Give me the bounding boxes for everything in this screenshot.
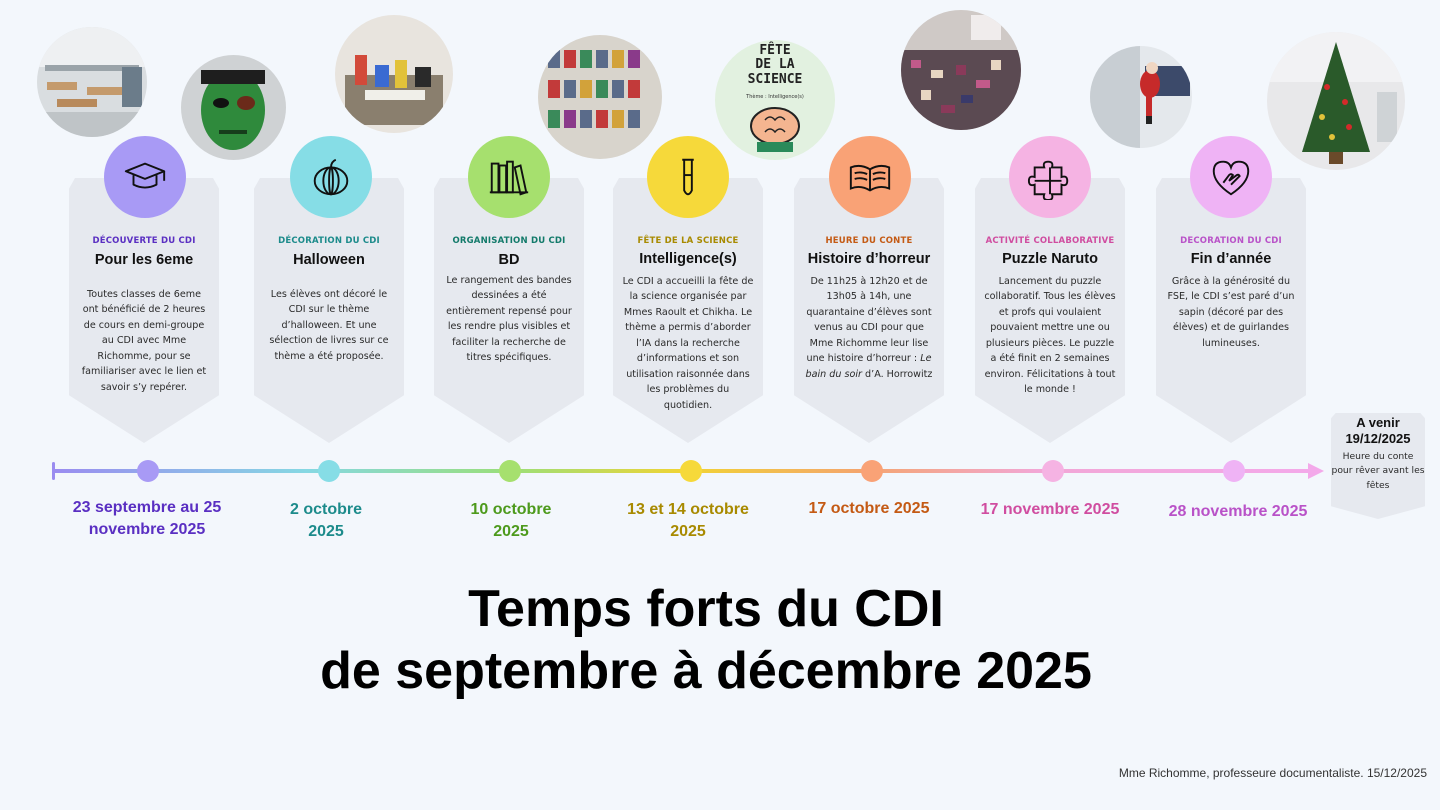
event-title: Histoire d’horreur (807, 251, 931, 267)
event-category: DÉCORATION DU CDI (278, 236, 380, 246)
timeline-dot (680, 460, 702, 482)
event-category: FÊTE DE LA SCIENCE (637, 236, 739, 246)
event-category: ACTIVITÉ COLLABORATIVE (985, 236, 1115, 246)
books-icon (468, 136, 550, 218)
event-title: BD (498, 252, 520, 268)
book-title: Le bain du soir (805, 353, 932, 380)
event-description: Grâce à la générosité du FSE, le CDI s’e… (1167, 275, 1295, 349)
event-description: Lancement du puzzle collaboratif. Tous l… (984, 275, 1116, 396)
timeline-arrow-icon (1308, 463, 1324, 479)
photo-comics-shelves (538, 35, 662, 159)
event-description: Le rangement des bandes dessinées a été … (446, 274, 572, 364)
photo-classroom (37, 27, 147, 137)
photo-books-display (335, 15, 453, 133)
event-card-puzzle: ACTIVITÉ COLLABORATIVE Puzzle Naruto Lan… (975, 178, 1125, 443)
footer-credit: Mme Richomme, professeure documentaliste… (1118, 766, 1427, 780)
event-category: ORGANISATION DU CDI (452, 236, 566, 246)
event-description: De 11h25 à 12h20 et de 13h05 à 14h, une … (803, 274, 935, 383)
event-date: 2 octobre 2025 (289, 501, 362, 540)
event-category: DECORATION DU CDI (1180, 236, 1282, 246)
timeline-dot (1223, 460, 1245, 482)
graduation-cap-icon (104, 136, 186, 218)
timeline-dot (318, 460, 340, 482)
event-card-conte: HEURE DU CONTE Histoire d’horreur De 11h… (794, 178, 944, 443)
event-title: Halloween (293, 252, 365, 268)
description-text: De 11h25 à 12h20 et de 13h05 à 14h, une … (806, 275, 932, 365)
event-description: Le CDI a accueilli la fête de la science… (622, 275, 754, 411)
timeline-dot (1042, 460, 1064, 482)
photo-puzzle (901, 10, 1021, 130)
upcoming-description: Heure du conte pour rêver avant les fête… (1331, 450, 1425, 491)
upcoming-heading: A venir 19/12/2025 (1345, 415, 1411, 447)
event-category: HEURE DU CONTE (825, 236, 913, 246)
open-book-icon (829, 136, 911, 218)
event-date: 23 septembre au 25 novembre 2025 (72, 499, 222, 538)
upcoming-card: A venir 19/12/2025 Heure du conte pour r… (1331, 413, 1425, 519)
event-title: Pour les 6eme (94, 252, 194, 268)
heart-hand-icon (1190, 136, 1272, 218)
event-title: Intelligence(s) (639, 251, 737, 267)
event-card-bd: ORGANISATION DU CDI BD Le rangement des … (434, 178, 584, 443)
event-title: Puzzle Naruto (1002, 251, 1098, 267)
description-author: d’A. Horrowitz (862, 368, 933, 380)
event-date: 17 octobre 2025 (808, 500, 930, 517)
page-title-line2: de septembre à décembre 2025 (320, 642, 1092, 700)
event-card-science: FÊTE DE LA SCIENCE Intelligence(s) Le CD… (613, 178, 763, 443)
event-date: 10 octobre 2025 (470, 501, 552, 540)
timeline-start (52, 462, 55, 480)
event-title: Fin d’année (1190, 251, 1272, 267)
event-card-fin-annee: DECORATION DU CDI Fin d’année Grâce à la… (1156, 178, 1306, 443)
page-title-line1: Temps forts du CDI (468, 580, 944, 638)
poster-line1: FÊTE (759, 42, 790, 58)
timeline-dot (861, 460, 883, 482)
pumpkin-icon (290, 136, 372, 218)
event-date: 17 novembre 2025 (980, 501, 1120, 518)
timeline-dot (499, 460, 521, 482)
puzzle-icon (1009, 136, 1091, 218)
event-category: DÉCOUVERTE DU CDI (92, 236, 196, 246)
event-card-halloween: DÉCORATION DU CDI Halloween Les élèves o… (254, 178, 404, 443)
photo-mask (181, 55, 286, 160)
event-card-decouverte: DÉCOUVERTE DU CDI Pour les 6eme Toutes c… (69, 178, 219, 443)
event-description: Les élèves ont décoré le CDI sur le thèm… (269, 288, 389, 362)
timeline-dot (137, 460, 159, 482)
event-date: 13 et 14 octobre 2025 (627, 501, 749, 540)
poster-line2: DE LA (755, 57, 794, 72)
photo-science-poster: FÊTE DE LA SCIENCE Thème : Intelligence(… (715, 40, 835, 160)
event-date: 28 novembre 2025 (1168, 503, 1308, 520)
poster-line3: SCIENCE (748, 72, 803, 87)
test-tube-icon (647, 136, 729, 218)
event-description: Toutes classes de 6eme ont bénéficié de … (81, 288, 207, 393)
poster-theme: Thème : Intelligence(s) (745, 93, 804, 100)
photo-christmas-tree (1267, 32, 1405, 170)
photo-santa (1090, 46, 1192, 148)
